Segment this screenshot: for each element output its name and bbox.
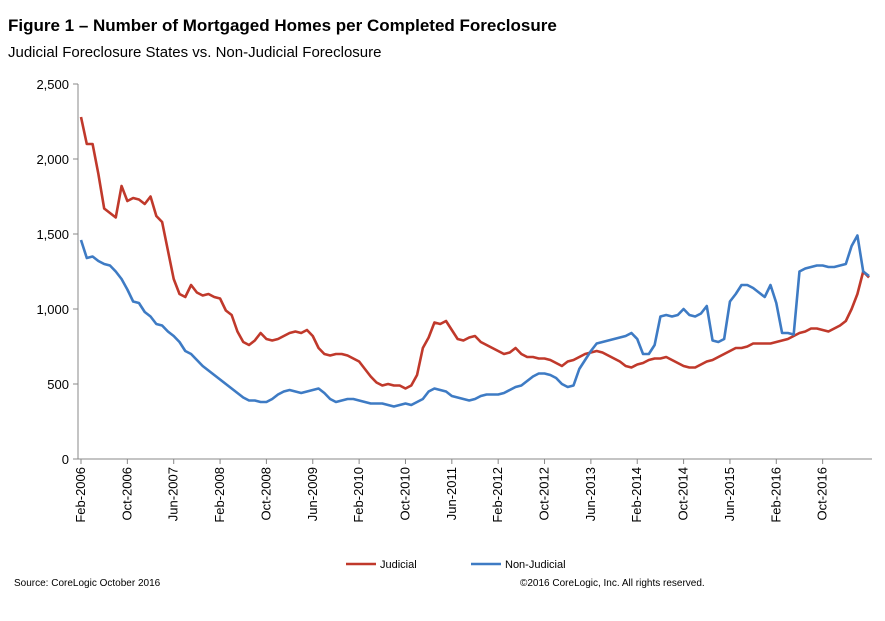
- series-line-judicial: [79, 116, 870, 390]
- x-tick-label: Feb-2014: [629, 467, 644, 523]
- x-tick-label: Feb-2012: [490, 467, 505, 523]
- y-tick-label: 500: [47, 377, 69, 392]
- chart-axes: [77, 84, 872, 460]
- series-line-non-judicial: [79, 234, 870, 408]
- legend: Judicial Non-Judicial: [346, 559, 566, 571]
- y-axis-ticks: 0 500 1,000 1,500 2,000 2,500: [36, 77, 78, 467]
- x-tick-label: Feb-2006: [73, 467, 88, 523]
- x-tick-label: Oct-2014: [676, 467, 691, 520]
- x-tick-label: Oct-2016: [815, 467, 830, 520]
- x-tick-label: Oct-2012: [537, 467, 552, 520]
- copyright-note: ©2016 CoreLogic, Inc. All rights reserve…: [520, 578, 705, 589]
- x-tick-label: Jun-2007: [166, 467, 181, 521]
- x-tick-label: Jun-2009: [305, 467, 320, 521]
- y-tick-label: 2,500: [36, 77, 69, 92]
- x-tick-label: Feb-2008: [212, 467, 227, 523]
- y-tick-label: 1,500: [36, 227, 69, 242]
- x-tick-label: Jun-2015: [722, 467, 737, 521]
- x-tick-label: Oct-2010: [397, 467, 412, 520]
- chart-title: Figure 1 – Number of Mortgaged Homes per…: [8, 16, 557, 35]
- x-tick-label: Feb-2016: [768, 467, 783, 523]
- x-tick-label: Oct-2006: [119, 467, 134, 520]
- legend-label-judicial: Judicial: [380, 559, 417, 571]
- y-tick-label: 1,000: [36, 302, 69, 317]
- chart-subtitle: Judicial Foreclosure States vs. Non-Judi…: [8, 44, 382, 61]
- source-note: Source: CoreLogic October 2016: [14, 578, 161, 589]
- y-tick-label: 0: [62, 452, 69, 467]
- x-tick-label: Oct-2008: [258, 467, 273, 520]
- y-tick-label: 2,000: [36, 152, 69, 167]
- x-axis-ticks: Feb-2006 Oct-2006 Jun-2007 Feb-2008 Oct-2008…: [73, 459, 830, 523]
- legend-label-non-judicial: Non-Judicial: [505, 559, 566, 571]
- x-tick-label: Jun-2013: [583, 467, 598, 521]
- x-tick-label: Feb-2010: [351, 467, 366, 523]
- x-tick-label: Jun-2011: [444, 467, 459, 520]
- series-lines: [79, 116, 870, 408]
